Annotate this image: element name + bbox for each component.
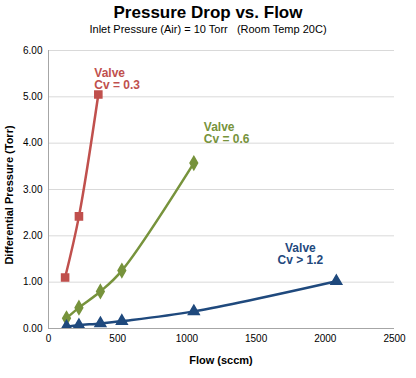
svg-text:2500: 2500 <box>383 333 406 344</box>
html-text:Flow (sccm): Flow (sccm) <box>189 354 253 366</box>
svg-text:ValveCv = 0.3: ValveCv = 0.3 <box>94 66 140 92</box>
svg-text:2.00: 2.00 <box>23 230 43 241</box>
svg-text:0.00: 0.00 <box>23 323 43 334</box>
svg-text:6.00: 6.00 <box>23 45 43 56</box>
svg-text:ValveCv > 1.2: ValveCv > 1.2 <box>278 241 324 267</box>
html-text:Inlet Pressure (Air) = 10 Torr: Inlet Pressure (Air) = 10 Torr (Room Tem… <box>89 23 327 35</box>
html-text:Pressure Drop vs. Flow: Pressure Drop vs. Flow <box>113 3 303 22</box>
svg-text:ValveCv = 0.6: ValveCv = 0.6 <box>204 120 250 146</box>
svg-text:1500: 1500 <box>245 333 268 344</box>
svg-text:4.00: 4.00 <box>23 137 43 148</box>
svg-text:5.00: 5.00 <box>23 91 43 102</box>
svg-text:1.00: 1.00 <box>23 276 43 287</box>
svg-text:1000: 1000 <box>176 333 199 344</box>
html-text:Differential Pressure (Torr): Differential Pressure (Torr) <box>3 125 15 265</box>
svg-text:500: 500 <box>109 333 126 344</box>
svg-text:0: 0 <box>46 333 52 344</box>
svg-text:2000: 2000 <box>314 333 337 344</box>
svg-text:3.00: 3.00 <box>23 184 43 195</box>
